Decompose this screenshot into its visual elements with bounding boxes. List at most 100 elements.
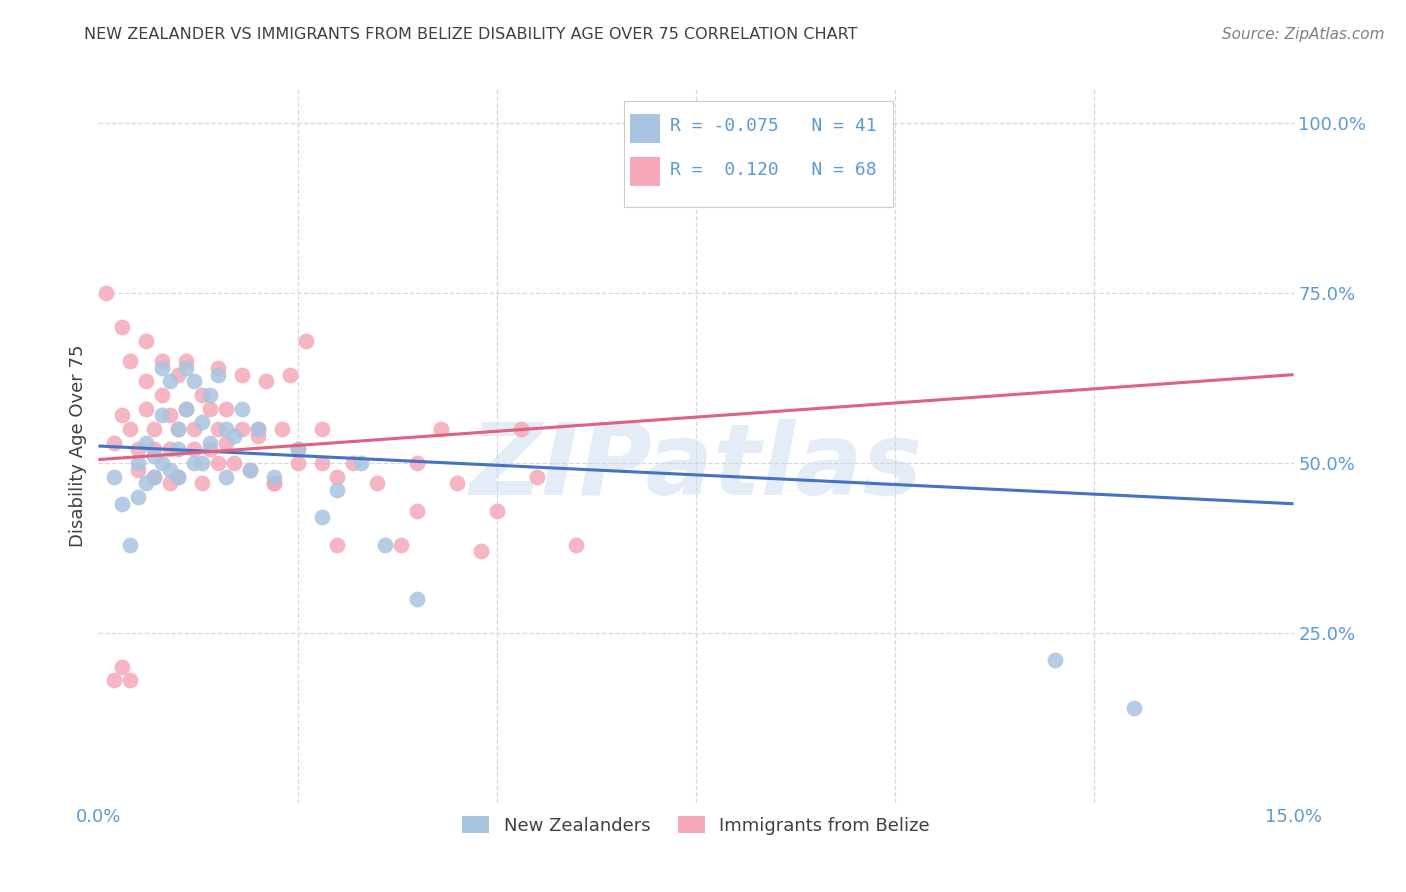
Point bbox=[167, 368, 190, 382]
Point bbox=[159, 409, 181, 423]
Point bbox=[342, 456, 364, 470]
Point bbox=[150, 388, 173, 402]
Point bbox=[143, 469, 166, 483]
Point bbox=[111, 660, 134, 674]
Point bbox=[565, 537, 588, 551]
Point bbox=[135, 401, 157, 416]
Point bbox=[150, 360, 173, 375]
Point bbox=[103, 435, 125, 450]
Point bbox=[143, 469, 166, 483]
Point bbox=[263, 476, 285, 491]
Point bbox=[135, 375, 157, 389]
Point bbox=[239, 463, 262, 477]
Point bbox=[406, 591, 429, 606]
Point bbox=[231, 422, 253, 436]
Point bbox=[143, 449, 166, 463]
Point bbox=[103, 673, 125, 688]
Point bbox=[215, 401, 238, 416]
Point bbox=[135, 334, 157, 348]
Point bbox=[191, 415, 214, 429]
Point bbox=[103, 469, 125, 483]
Point bbox=[191, 456, 214, 470]
Point bbox=[198, 442, 221, 457]
Text: R =  0.120   N = 68: R = 0.120 N = 68 bbox=[669, 161, 876, 178]
Point bbox=[1043, 653, 1066, 667]
Point bbox=[174, 360, 197, 375]
Point bbox=[127, 456, 149, 470]
Point bbox=[350, 456, 373, 470]
Legend: New Zealanders, Immigrants from Belize: New Zealanders, Immigrants from Belize bbox=[453, 807, 939, 844]
Point bbox=[406, 456, 429, 470]
Point bbox=[159, 476, 181, 491]
Point bbox=[470, 544, 492, 558]
Point bbox=[127, 490, 149, 504]
Point bbox=[159, 442, 181, 457]
Point bbox=[174, 401, 197, 416]
Text: R = -0.075   N = 41: R = -0.075 N = 41 bbox=[669, 118, 876, 136]
Point bbox=[509, 422, 531, 436]
Point bbox=[222, 456, 245, 470]
Point bbox=[120, 422, 142, 436]
Point bbox=[198, 401, 221, 416]
FancyBboxPatch shape bbox=[630, 114, 661, 143]
Point bbox=[96, 286, 118, 301]
Point bbox=[159, 375, 181, 389]
Text: ZIPatlas: ZIPatlas bbox=[470, 419, 922, 516]
Text: Source: ZipAtlas.com: Source: ZipAtlas.com bbox=[1222, 27, 1385, 42]
Point bbox=[167, 469, 190, 483]
Point bbox=[231, 368, 253, 382]
Point bbox=[278, 368, 301, 382]
FancyBboxPatch shape bbox=[624, 102, 893, 207]
Point bbox=[111, 409, 134, 423]
Point bbox=[263, 476, 285, 491]
Point bbox=[150, 456, 173, 470]
Point bbox=[263, 469, 285, 483]
Point bbox=[111, 497, 134, 511]
Point bbox=[198, 435, 221, 450]
Point bbox=[174, 401, 197, 416]
Point bbox=[120, 537, 142, 551]
Point bbox=[239, 463, 262, 477]
Point bbox=[191, 388, 214, 402]
Point bbox=[207, 360, 229, 375]
Point bbox=[127, 463, 149, 477]
Point bbox=[159, 463, 181, 477]
Point bbox=[183, 422, 205, 436]
Point bbox=[150, 409, 173, 423]
Point bbox=[167, 442, 190, 457]
Point bbox=[207, 456, 229, 470]
Point bbox=[215, 422, 238, 436]
Point bbox=[207, 368, 229, 382]
Point bbox=[526, 469, 548, 483]
Point bbox=[270, 422, 292, 436]
Point bbox=[406, 503, 429, 517]
Point bbox=[326, 537, 349, 551]
Point bbox=[167, 422, 190, 436]
Point bbox=[222, 429, 245, 443]
Point bbox=[287, 442, 309, 457]
Point bbox=[120, 673, 142, 688]
Point bbox=[311, 456, 333, 470]
Point bbox=[167, 469, 190, 483]
Point bbox=[287, 442, 309, 457]
Point bbox=[120, 354, 142, 368]
Point bbox=[127, 442, 149, 457]
Point bbox=[326, 469, 349, 483]
Point bbox=[246, 422, 269, 436]
Point bbox=[366, 476, 388, 491]
Point bbox=[246, 429, 269, 443]
Point bbox=[215, 435, 238, 450]
Point bbox=[246, 422, 269, 436]
Point bbox=[150, 354, 173, 368]
Point bbox=[215, 469, 238, 483]
Point bbox=[287, 456, 309, 470]
Point bbox=[311, 422, 333, 436]
Point bbox=[198, 388, 221, 402]
Point bbox=[389, 537, 412, 551]
Point bbox=[143, 422, 166, 436]
Point bbox=[207, 422, 229, 436]
Point bbox=[326, 483, 349, 498]
Point bbox=[430, 422, 453, 436]
Point bbox=[111, 320, 134, 334]
Point bbox=[446, 476, 468, 491]
